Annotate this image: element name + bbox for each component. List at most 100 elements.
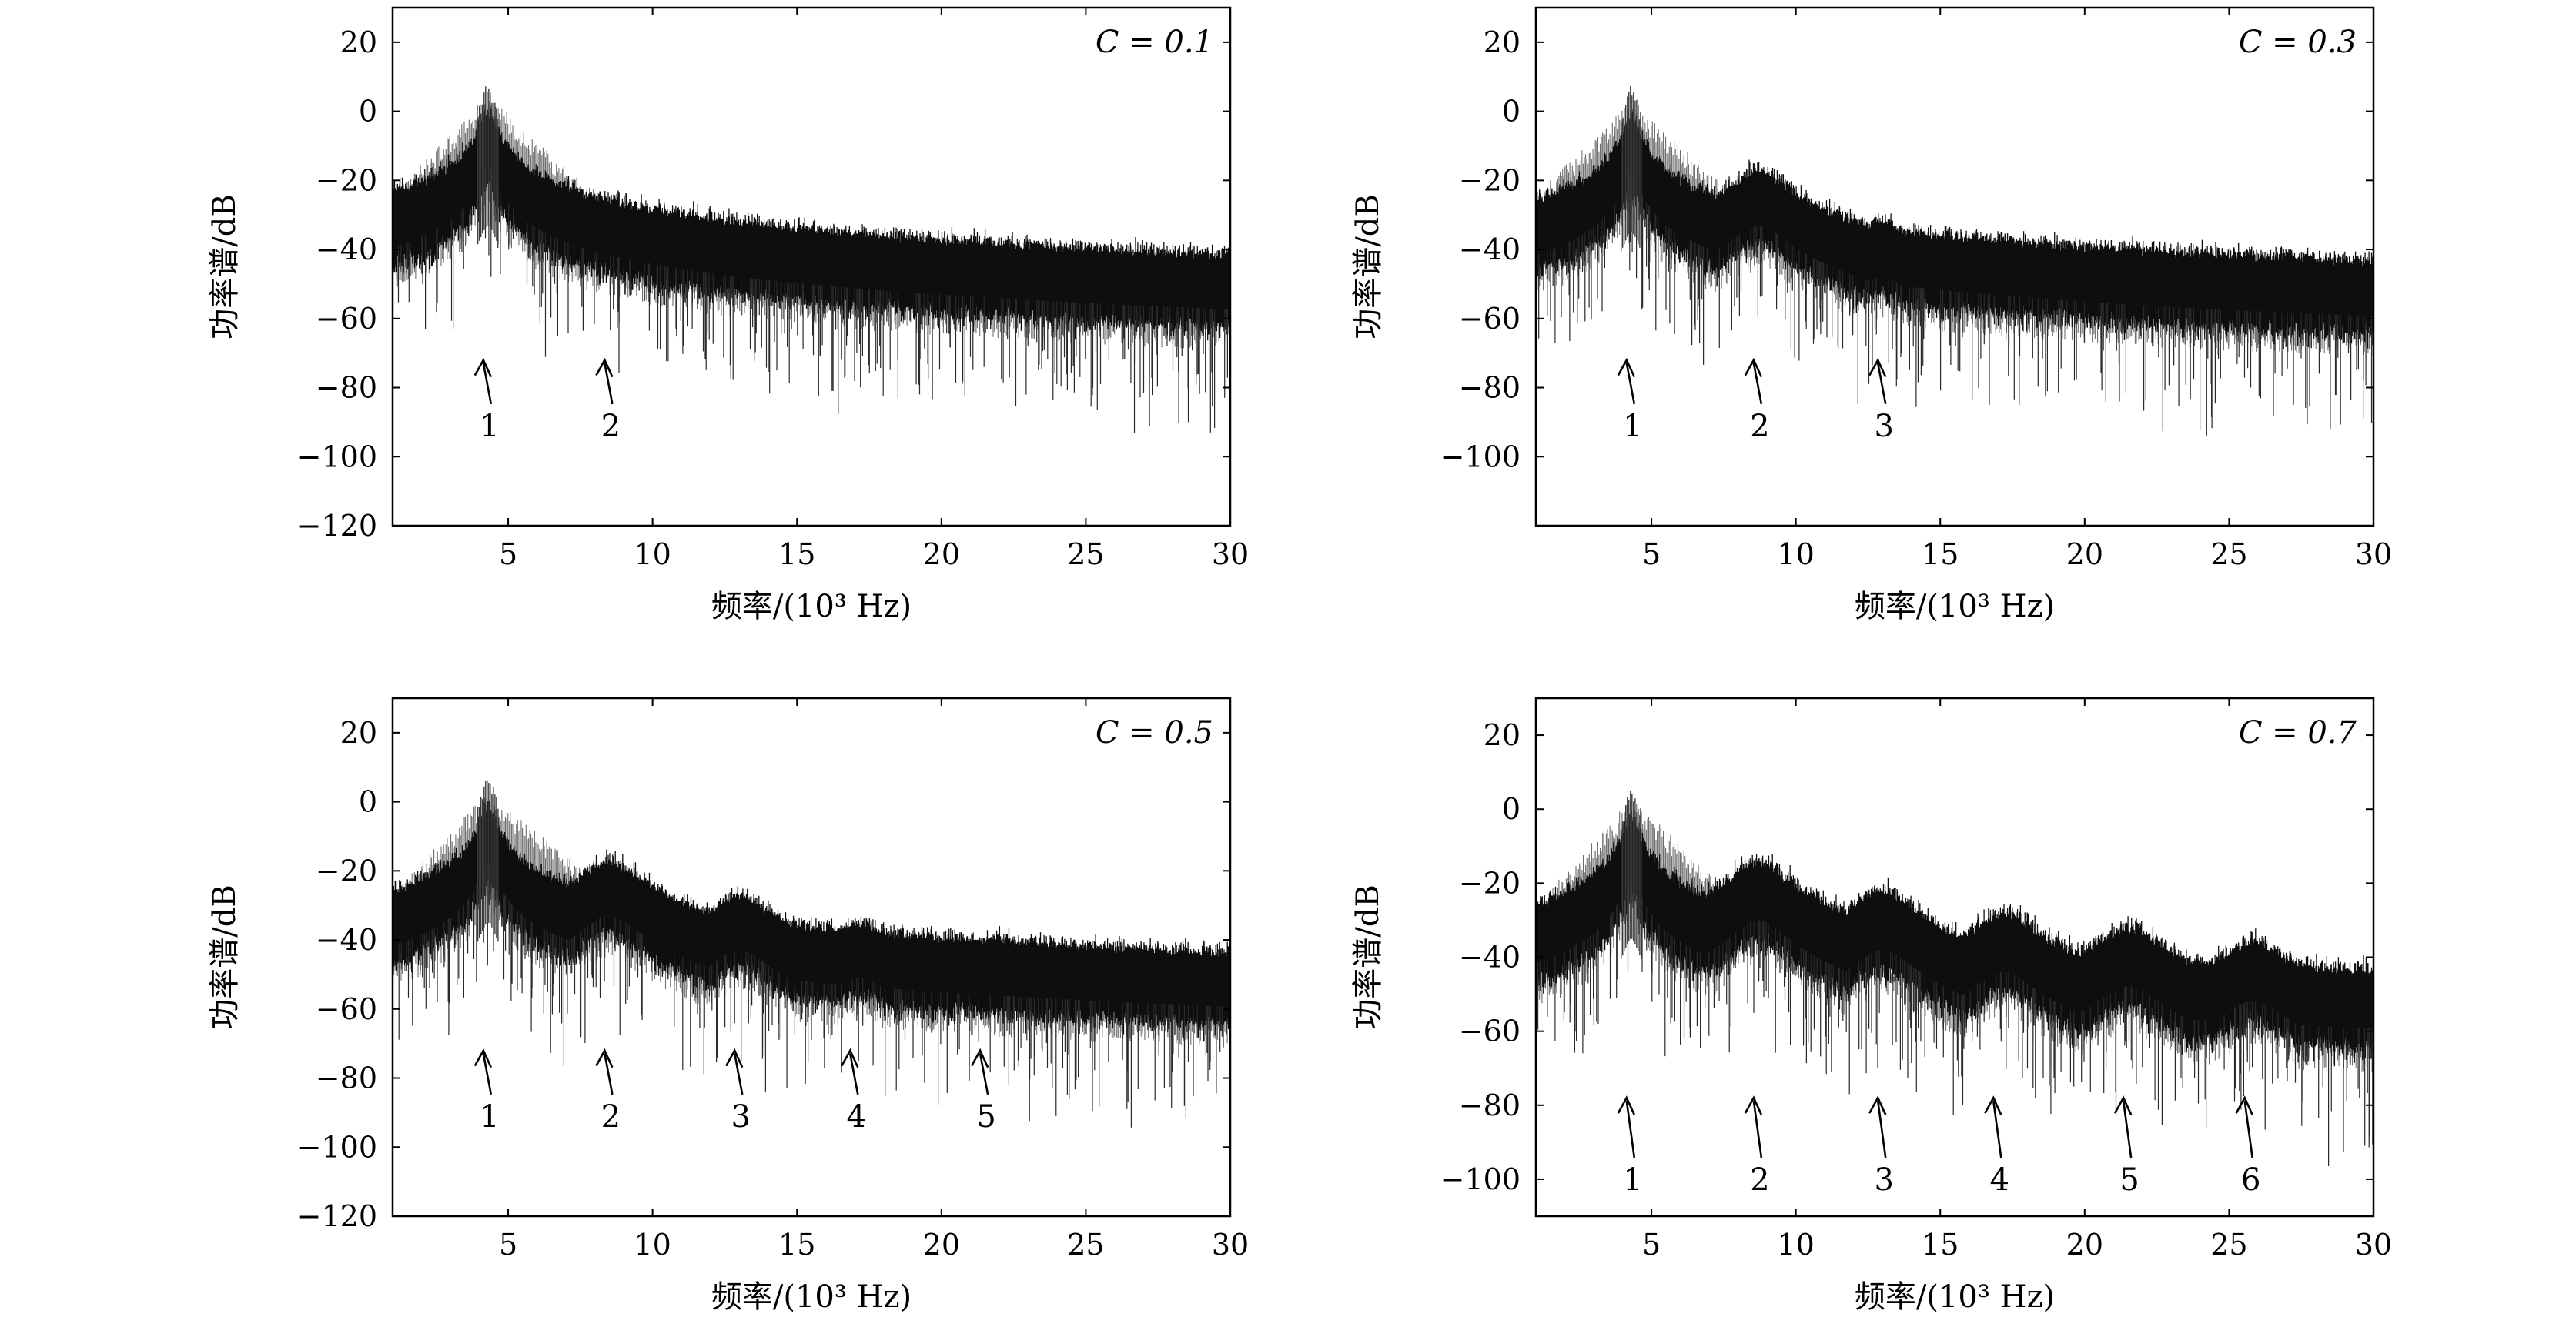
x-tick-label: 10: [1777, 537, 1814, 571]
y-tick-label: −40: [316, 232, 377, 266]
panel-label: C = 0.5: [1096, 715, 1213, 751]
harmonic-label: 2: [601, 1099, 621, 1135]
harmonic-label: 6: [2241, 1162, 2260, 1198]
y-tick-label: −80: [1459, 371, 1521, 405]
x-tick-label: 30: [1212, 537, 1249, 571]
harmonic-arrow-shaft: [482, 363, 493, 405]
harmonic-label: 2: [1750, 409, 1769, 444]
harmonic-arrow-head: [595, 357, 614, 378]
y-tick-label: −40: [316, 923, 377, 957]
spectrum-series: [393, 86, 1230, 433]
harmonic-label: 1: [480, 1099, 499, 1135]
x-tick-label: 10: [1777, 1228, 1814, 1262]
x-tick-label: 5: [1642, 537, 1661, 571]
y-tick-label: 20: [340, 716, 377, 750]
y-tick-label: −100: [297, 1130, 377, 1164]
harmonic-arrow-shaft: [848, 1053, 859, 1095]
x-tick-label: 15: [778, 537, 815, 571]
y-tick-label: −120: [297, 1199, 377, 1233]
x-tick-label: 10: [634, 1228, 671, 1262]
harmonic-arrow-head: [1744, 357, 1763, 378]
y-tick-label: −60: [316, 302, 377, 336]
harmonic-arrow-shaft: [1876, 363, 1887, 405]
harmonic-arrow-shaft: [604, 363, 614, 405]
y-tick-label: −80: [316, 371, 377, 405]
spectrum-series: [1536, 85, 2374, 436]
harmonic-label: 1: [1623, 409, 1642, 444]
y-tick-label: −80: [1459, 1088, 1521, 1122]
harmonic-label: 3: [731, 1099, 750, 1135]
panel-label: C = 0.3: [2239, 25, 2357, 60]
x-axis-title: 频率/(10³ Hz): [711, 589, 912, 624]
harmonic-label: 3: [1874, 409, 1893, 444]
main-peak-spikes: [477, 780, 499, 942]
harmonic-arrow-shaft: [2243, 1100, 2253, 1158]
harmonic-arrow-shaft: [1625, 363, 1636, 405]
harmonic-arrow-shaft: [604, 1053, 614, 1095]
x-tick-label: 25: [1067, 537, 1104, 571]
y-tick-label: −20: [1459, 866, 1521, 900]
y-tick-label: 0: [1502, 95, 1521, 129]
harmonic-arrow-head: [1617, 1095, 1635, 1115]
x-tick-label: 5: [499, 537, 517, 571]
y-axis-title: 功率谱/dB: [1350, 884, 1386, 1029]
y-axis-title: 功率谱/dB: [207, 194, 243, 339]
harmonic-label: 3: [1874, 1162, 1893, 1198]
harmonic-arrow-shaft: [733, 1053, 744, 1095]
harmonic-arrow-head: [725, 1048, 744, 1068]
x-tick-label: 10: [634, 537, 671, 571]
panel-label: C = 0.1: [1096, 25, 1213, 60]
panel-label: C = 0.7: [2239, 715, 2357, 751]
x-tick-label: 5: [499, 1228, 517, 1262]
y-tick-label: −100: [1440, 440, 1521, 473]
x-tick-label: 15: [1922, 1228, 1959, 1262]
x-tick-label: 25: [1067, 1228, 1104, 1262]
chart-panel-1: 5 10 15 20 25 30 20 0 −20 −40 −60 −80 −100 −120 频率/(10…: [207, 6, 1249, 624]
harmonic-arrow-shaft: [482, 1053, 493, 1095]
harmonic-arrow-head: [1744, 1095, 1763, 1115]
harmonic-arrow-head: [2113, 1095, 2133, 1115]
spectrum-dips: [397, 166, 1228, 433]
x-tick-label: 20: [2066, 537, 2103, 571]
chart-panel-3: 5 10 15 20 25 30200−20−40−60−80−100−120频率/(10…: [207, 697, 1249, 1315]
harmonic-label: 5: [2119, 1162, 2139, 1198]
y-tick-label: 0: [1502, 792, 1521, 826]
chart-panel-2: 5 10 15 20 25 30 20 0 −20 −40 −60 −80 −100 频率/(10³ Hz…: [1350, 6, 2392, 624]
y-axis-title: 功率谱/dB: [207, 884, 243, 1029]
y-tick-label: −120: [297, 509, 377, 543]
harmonic-arrow-head: [841, 1048, 859, 1068]
harmonic-arrow-shaft: [1752, 363, 1763, 405]
harmonic-label: 4: [1990, 1162, 2009, 1198]
harmonic-arrow-shaft: [979, 1053, 989, 1095]
plot-frame: [391, 697, 1232, 1218]
harmonic-label: 2: [601, 409, 621, 444]
x-axis-title: 频率/(10³ Hz): [711, 1279, 912, 1315]
x-tick-label: 5: [1642, 1228, 1661, 1262]
y-tick-label: −100: [297, 440, 377, 473]
harmonic-arrow-head: [1617, 357, 1635, 378]
harmonic-arrow-head: [473, 357, 492, 378]
y-tick-label: −40: [1459, 941, 1521, 975]
harmonic-label: 5: [976, 1099, 995, 1135]
y-tick-label: −40: [1459, 232, 1521, 266]
y-tick-label: 0: [359, 95, 377, 129]
spectrum-dips: [398, 864, 1230, 1128]
plot-frame: [1534, 6, 2375, 527]
y-tick-label: −20: [316, 163, 377, 197]
harmonic-arrow-head: [473, 1048, 492, 1068]
x-tick-label: 30: [2355, 537, 2392, 571]
x-axis-title: 频率/(10³ Hz): [1855, 1279, 2055, 1315]
main-peak-spikes: [1621, 791, 1642, 959]
harmonic-label: 1: [1623, 1162, 1642, 1198]
x-tick-label: 20: [923, 1228, 960, 1262]
harmonic-arrow-head: [970, 1048, 989, 1068]
harmonic-arrow-head: [595, 1048, 614, 1068]
y-axis-title: 功率谱/dB: [1350, 194, 1386, 339]
harmonic-label: 2: [1750, 1162, 1769, 1198]
y-tick-label: −20: [1459, 163, 1521, 197]
y-tick-label: −100: [1440, 1162, 1521, 1196]
x-tick-label: 25: [2210, 537, 2247, 571]
